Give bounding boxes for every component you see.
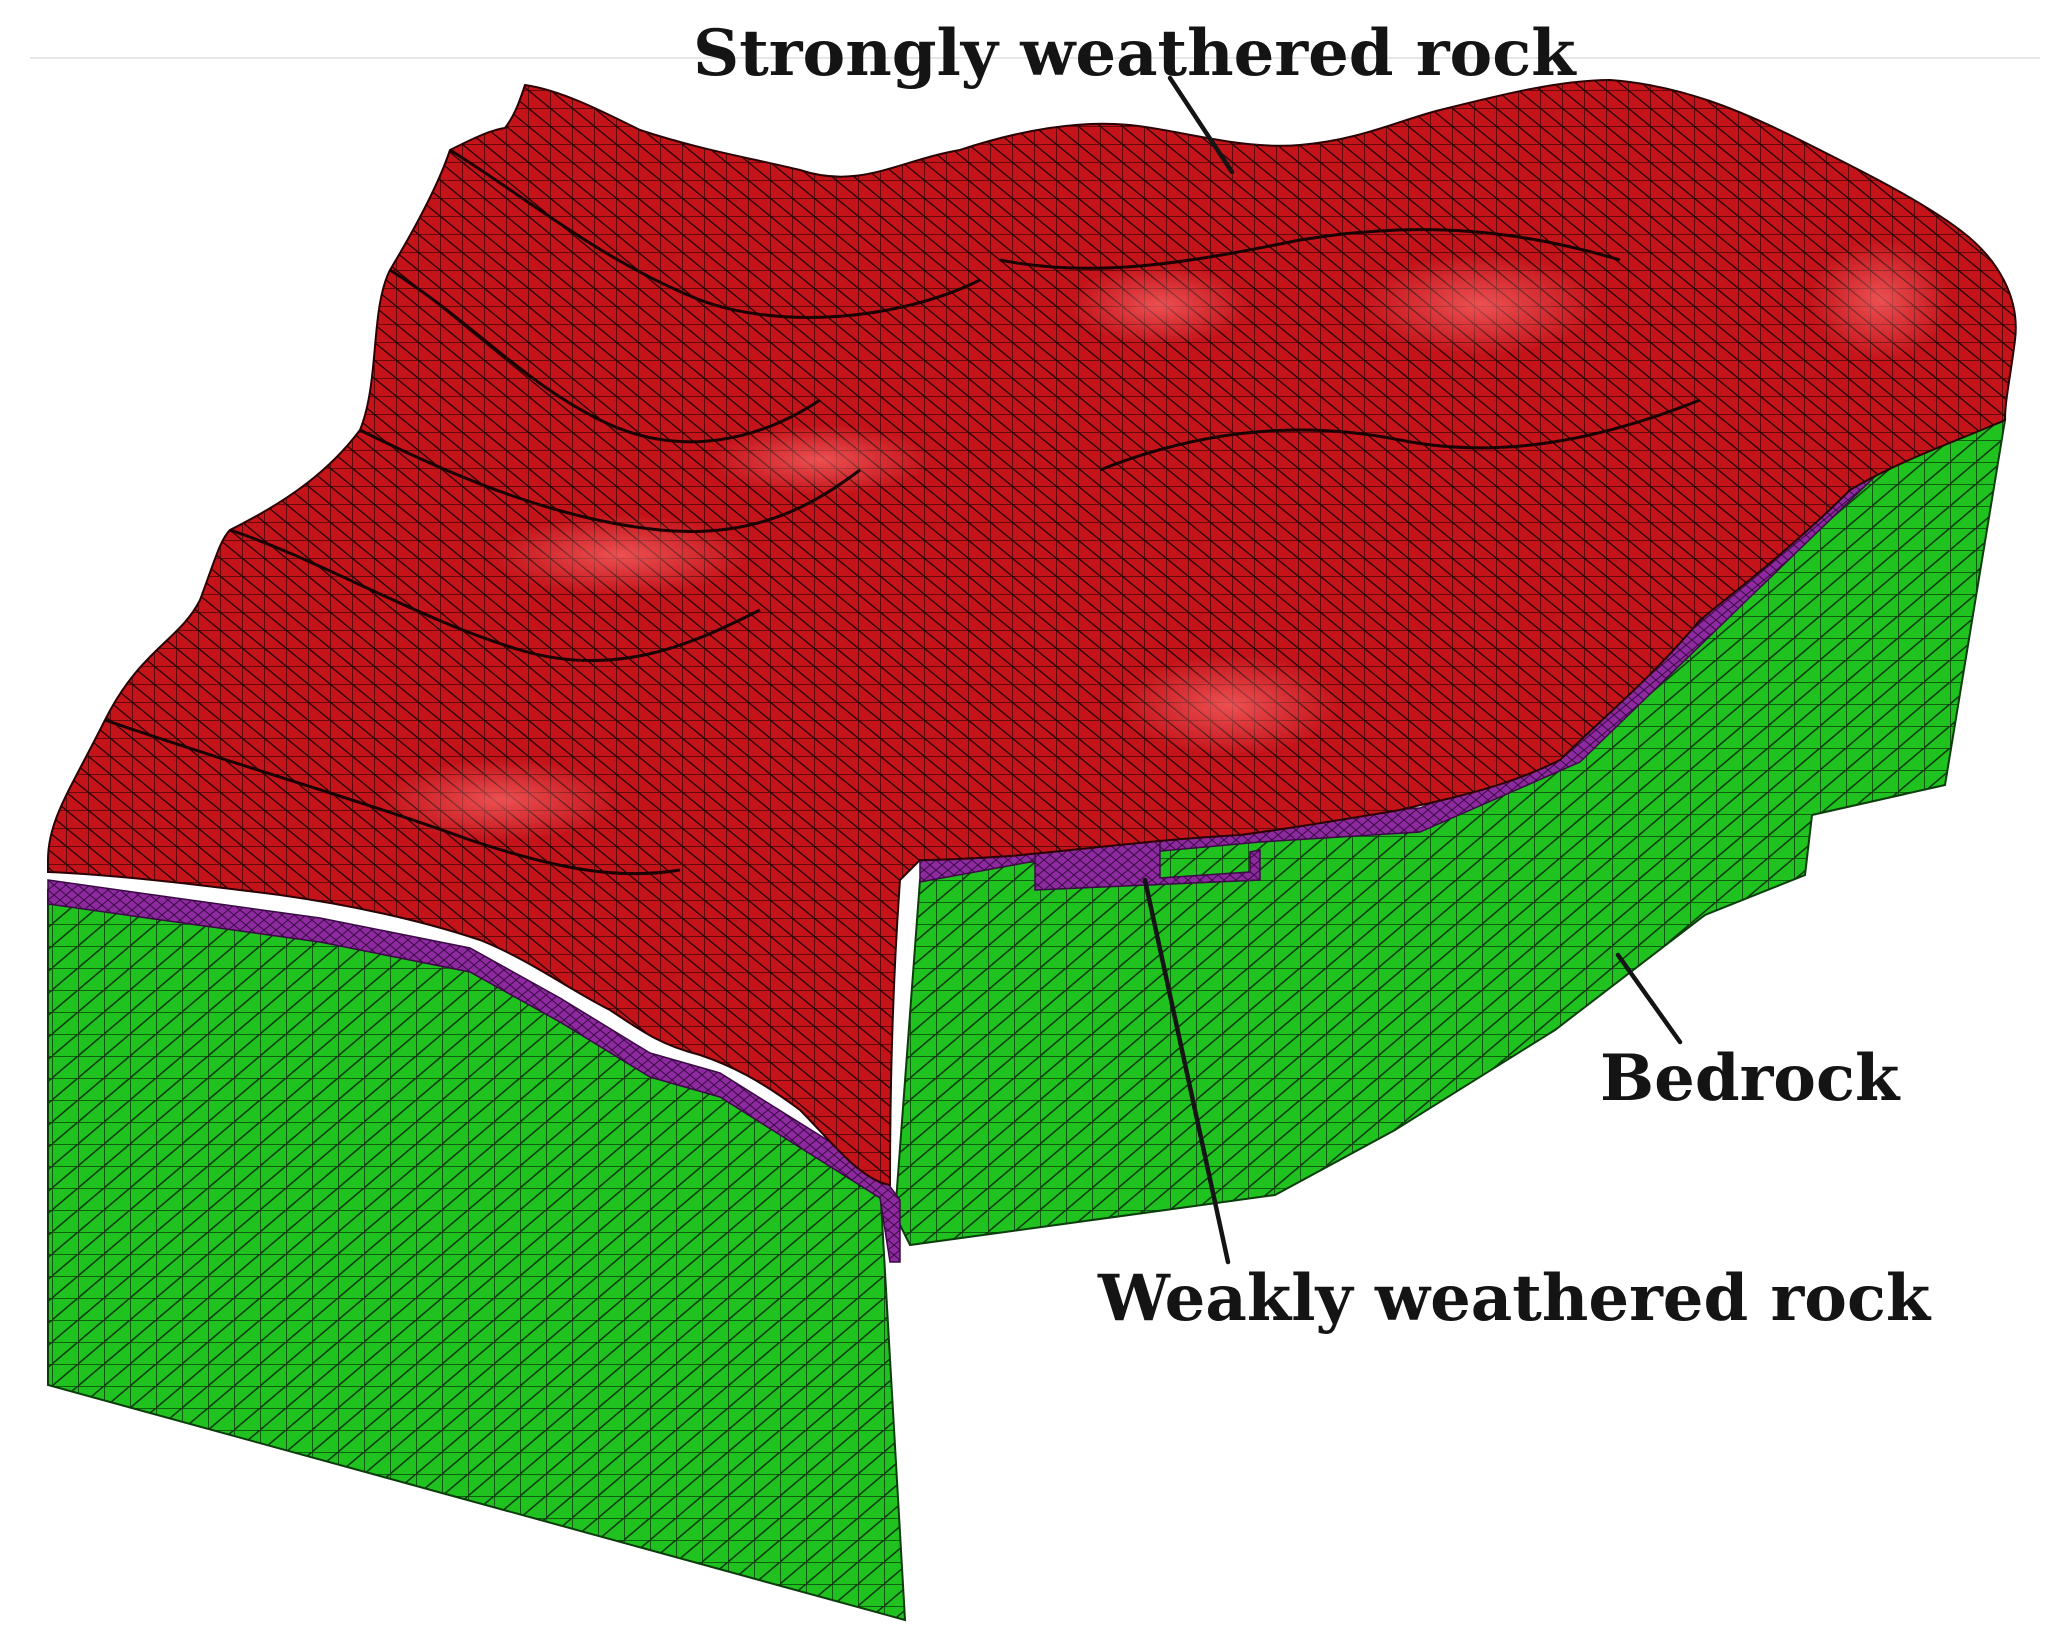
terrain-ridge — [104, 718, 681, 876]
terrain-ridge — [389, 268, 821, 444]
label-strongly-weathered: Strongly weathered rock — [693, 16, 1577, 91]
terrain-highlight — [710, 425, 930, 495]
terrain-highlight — [1070, 265, 1250, 345]
terrain-highlight — [380, 760, 620, 840]
leader-bedrock — [1615, 952, 1683, 1045]
terrain-ridge — [449, 148, 981, 319]
weakly-weathered-band-front — [47, 879, 901, 1263]
terrain-ridge — [1099, 398, 1701, 472]
label-bedrock: Bedrock — [1600, 1041, 1901, 1116]
terrain-ridge — [999, 228, 1621, 270]
leader-strongly-weathered — [1167, 75, 1235, 175]
terrain-highlight — [490, 515, 750, 595]
terrain-highlight — [1120, 655, 1340, 755]
terrain-ridge — [359, 428, 861, 533]
terrain-ridge — [229, 528, 761, 663]
strongly-weathered-surface — [47, 78, 2017, 1187]
leader-weakly-weathered — [1142, 877, 1231, 1265]
terrain-highlight — [1810, 240, 1950, 360]
label-weakly-weathered: Weakly weathered rock — [1097, 1261, 1932, 1336]
terrain-highlight — [1360, 255, 1600, 355]
